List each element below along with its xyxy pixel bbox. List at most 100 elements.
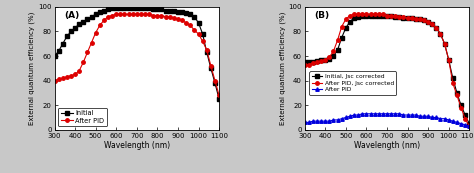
After PID bbox=[306, 121, 311, 123]
Initial bbox=[142, 7, 148, 9]
Initial, Jsc corrected bbox=[388, 15, 394, 17]
Initial bbox=[105, 8, 111, 10]
After PID bbox=[466, 125, 472, 127]
After PID bbox=[196, 33, 201, 35]
After PID bbox=[122, 13, 128, 15]
After PID bbox=[175, 18, 181, 20]
Initial bbox=[68, 30, 74, 33]
Y-axis label: External quantum efficiency (%): External quantum efficiency (%) bbox=[29, 12, 36, 125]
Initial bbox=[64, 35, 70, 37]
After PID, Jsc corrected bbox=[401, 16, 406, 18]
After PID, Jsc corrected bbox=[429, 23, 435, 25]
Initial, Jsc corrected bbox=[396, 16, 402, 18]
Initial, Jsc corrected bbox=[425, 21, 431, 23]
After PID bbox=[380, 113, 386, 115]
Initial bbox=[208, 67, 214, 69]
Initial, Jsc corrected bbox=[322, 59, 328, 61]
Initial, Jsc corrected bbox=[331, 55, 337, 57]
After PID bbox=[171, 17, 177, 19]
Initial bbox=[130, 7, 136, 9]
After PID bbox=[413, 114, 419, 116]
Initial, Jsc corrected bbox=[327, 57, 332, 60]
After PID bbox=[167, 16, 173, 18]
Initial, Jsc corrected bbox=[421, 19, 427, 21]
After PID, Jsc corrected bbox=[405, 17, 410, 19]
After PID bbox=[327, 120, 332, 122]
After PID, Jsc corrected bbox=[302, 64, 308, 66]
Initial, Jsc corrected bbox=[368, 15, 374, 17]
Initial, Jsc corrected bbox=[466, 122, 472, 125]
After PID, Jsc corrected bbox=[409, 17, 414, 19]
After PID bbox=[450, 120, 456, 122]
After PID, Jsc corrected bbox=[396, 16, 402, 18]
After PID, Jsc corrected bbox=[368, 13, 374, 15]
After PID bbox=[142, 13, 148, 15]
Line: After PID: After PID bbox=[303, 112, 471, 128]
Initial, Jsc corrected bbox=[384, 15, 390, 17]
After PID bbox=[368, 113, 374, 115]
After PID bbox=[72, 73, 78, 75]
After PID bbox=[159, 15, 164, 17]
After PID bbox=[310, 120, 316, 122]
After PID bbox=[434, 116, 439, 119]
After PID bbox=[372, 113, 377, 115]
Initial, Jsc corrected bbox=[450, 77, 456, 79]
After PID, Jsc corrected bbox=[388, 15, 394, 17]
Initial bbox=[183, 12, 189, 14]
Initial bbox=[212, 82, 218, 84]
Initial bbox=[109, 7, 115, 9]
After PID bbox=[462, 124, 468, 126]
After PID bbox=[392, 113, 398, 115]
After PID, Jsc corrected bbox=[351, 13, 357, 15]
After PID bbox=[64, 76, 70, 78]
Initial bbox=[72, 27, 78, 29]
Text: (B): (B) bbox=[315, 11, 330, 20]
After PID bbox=[97, 24, 102, 26]
After PID bbox=[454, 121, 460, 123]
After PID, Jsc corrected bbox=[322, 59, 328, 61]
After PID bbox=[314, 120, 320, 122]
After PID bbox=[376, 113, 382, 115]
After PID bbox=[146, 13, 152, 15]
After PID bbox=[179, 19, 185, 21]
After PID bbox=[347, 115, 353, 117]
Y-axis label: External quantum efficiency (%): External quantum efficiency (%) bbox=[279, 12, 286, 125]
Initial bbox=[216, 98, 222, 100]
After PID bbox=[101, 19, 107, 21]
After PID bbox=[208, 65, 214, 67]
After PID bbox=[339, 118, 345, 120]
Initial bbox=[81, 21, 86, 23]
Initial, Jsc corrected bbox=[401, 17, 406, 19]
Initial, Jsc corrected bbox=[376, 15, 382, 17]
After PID bbox=[113, 13, 119, 15]
Initial, Jsc corrected bbox=[314, 60, 320, 62]
After PID, Jsc corrected bbox=[384, 15, 390, 17]
After PID, Jsc corrected bbox=[372, 13, 377, 15]
Initial bbox=[118, 7, 123, 9]
Initial bbox=[187, 13, 193, 15]
Initial bbox=[150, 8, 156, 10]
After PID bbox=[130, 13, 136, 15]
Initial bbox=[56, 50, 62, 52]
After PID, Jsc corrected bbox=[454, 94, 460, 96]
After PID bbox=[396, 113, 402, 115]
After PID, Jsc corrected bbox=[421, 19, 427, 21]
After PID, Jsc corrected bbox=[347, 15, 353, 17]
After PID, Jsc corrected bbox=[356, 13, 361, 15]
After PID, Jsc corrected bbox=[359, 13, 365, 15]
Initial, Jsc corrected bbox=[306, 61, 311, 63]
After PID bbox=[302, 121, 308, 123]
Initial bbox=[191, 16, 197, 18]
Initial, Jsc corrected bbox=[417, 18, 423, 20]
After PID bbox=[150, 15, 156, 17]
After PID bbox=[351, 114, 357, 116]
After PID, Jsc corrected bbox=[364, 13, 369, 15]
After PID bbox=[126, 13, 131, 15]
After PID bbox=[93, 32, 99, 34]
Initial bbox=[200, 33, 206, 35]
After PID bbox=[429, 116, 435, 119]
Initial, Jsc corrected bbox=[462, 114, 468, 116]
After PID, Jsc corrected bbox=[417, 18, 423, 20]
After PID, Jsc corrected bbox=[438, 33, 443, 35]
After PID bbox=[417, 115, 423, 117]
